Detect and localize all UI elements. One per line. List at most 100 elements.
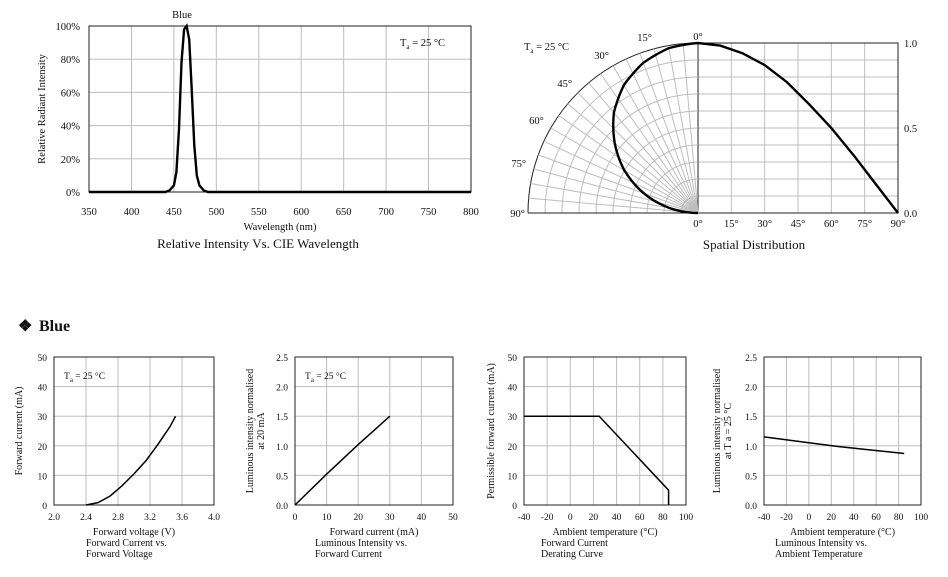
x-tick-label: 400: [124, 207, 140, 218]
chart-caption: Derating Curve: [541, 549, 603, 560]
y-axis-label: Permissible forward current (mA): [486, 363, 497, 499]
temperature-annotation: Ta = 25 °C: [400, 38, 445, 51]
x-tick-label: 0: [293, 513, 298, 523]
temperature-annotation: Ta = 25 °C: [305, 371, 346, 384]
cartesian-series-line: [697, 41, 899, 214]
x-axis-label: Ambient temperature (°C): [790, 527, 895, 538]
x-tick-label: 450: [166, 207, 182, 218]
x-tick-label: 0: [568, 513, 573, 523]
y-tick-label: 30: [508, 413, 518, 423]
polar-spoke: [588, 82, 699, 214]
x-tick-label: 75°: [857, 219, 872, 230]
y-tick-label: 20: [38, 443, 48, 453]
y-tick-label: 1.5: [276, 413, 288, 423]
y-tick-label: 2.0: [276, 384, 288, 394]
polar-spoke: [538, 154, 699, 214]
y-tick-label: 2.5: [745, 354, 757, 364]
y-tick-label: 1.0: [745, 443, 757, 453]
y-tick-label: 0.5: [904, 124, 917, 135]
x-tick-label: 2.4: [80, 513, 92, 523]
polar-spoke: [558, 115, 699, 214]
chart-caption: Forward Current vs.: [86, 538, 167, 549]
x-tick-label: -20: [541, 513, 554, 523]
x-tick-label: 45°: [791, 219, 806, 230]
x-tick-label: 50: [448, 513, 458, 523]
x-tick-label: 20: [353, 513, 363, 523]
y-tick-label: 50: [38, 354, 48, 364]
x-tick-label: 2.0: [48, 513, 60, 523]
x-tick-label: 500: [208, 207, 224, 218]
plot-frame: [763, 356, 922, 506]
x-tick-label: 60: [635, 513, 645, 523]
y-tick-label: 0: [42, 502, 47, 512]
x-tick-label: 650: [336, 207, 352, 218]
x-tick-label: 600: [293, 207, 309, 218]
polar-spoke: [653, 48, 699, 214]
polar-spoke: [567, 103, 699, 214]
x-axis-label: Ambient temperature (°C): [552, 527, 657, 538]
polar-spoke: [625, 58, 699, 214]
x-tick-label: 3.6: [176, 513, 188, 523]
y-axis-label: Luminous intensity normalised: [712, 369, 723, 493]
y-tick-label: 40: [508, 384, 518, 394]
plot-frame: [294, 356, 454, 506]
x-tick-label: 750: [421, 207, 437, 218]
x-tick-label: 350: [81, 207, 97, 218]
y-tick-label: 2.0: [745, 384, 757, 394]
spatial-distribution-chart: 0° 15° 30° 45° 60° 75° 90°0.00.51.00°15°30°45°…: [510, 32, 917, 252]
series-line: [524, 415, 670, 505]
angle-label: 90°: [510, 209, 525, 220]
series-line: [294, 415, 391, 506]
angle-label: 75°: [511, 159, 526, 170]
y-tick-label: 40: [38, 384, 48, 394]
chart-caption: Forward Current: [315, 549, 382, 560]
x-tick-label: 10: [322, 513, 332, 523]
series-label: Blue: [172, 10, 192, 21]
angle-label: 60°: [529, 116, 544, 127]
angle-label: 30°: [594, 51, 609, 62]
y-tick-label: 0.0: [276, 502, 288, 512]
derating-curve-chart: -40 -20 0 20 40 60 80 100 0 10 20 30 40 50 Ambient tem…: [486, 354, 693, 560]
luminous-vs-current-chart: 0 10 20 30 40 50 0.0 0.5 1.0 1.5 2.0 2.5 Ta = 25 °C F…: [245, 354, 458, 560]
x-tick-label: -40: [518, 513, 531, 523]
y-tick-label: 50: [508, 354, 518, 364]
luminous-vs-temperature-chart: -40 -20 0 20 40 60 80 100 0.0 0.5 1.0 1.5 2.0 2.5 Ambi…: [712, 354, 928, 560]
series-line: [89, 23, 471, 194]
x-tick-label: 40: [849, 513, 859, 523]
polar-spoke: [667, 45, 699, 214]
x-axis-label: Wavelength (nm): [244, 222, 317, 233]
chart-caption: Forward Voltage: [86, 549, 153, 560]
x-tick-label: 40: [612, 513, 622, 523]
x-tick-label: 100: [914, 513, 929, 523]
y-tick-label: 60%: [61, 88, 81, 99]
y-tick-label: 30: [38, 413, 48, 423]
section-title: Blue: [39, 318, 70, 335]
temperature-annotation: Ta = 25 °C: [64, 371, 105, 384]
y-axis-label: Relative Radiant Intensity: [37, 53, 48, 163]
chart-caption: Forward Current: [541, 538, 608, 549]
chart-title: Relative Intensity Vs. CIE Wavelength: [157, 236, 359, 251]
polar-spoke: [600, 73, 699, 214]
x-tick-label: 700: [378, 207, 394, 218]
polar-spoke: [533, 168, 699, 214]
plot-frame: [88, 25, 472, 193]
polar-spoke: [639, 53, 699, 214]
y-tick-label: 10: [38, 472, 48, 482]
x-tick-label: 4.0: [208, 513, 220, 523]
forward-current-vs-voltage-chart: 2.0 2.4 2.8 3.2 3.6 4.0 0 10 20 30 40 50 Ta = 25 °C F…: [14, 354, 220, 560]
y-tick-label: 1.0: [904, 39, 917, 50]
x-tick-label: -20: [780, 513, 793, 523]
polar-spoke: [528, 197, 699, 214]
y-tick-label: 20%: [61, 155, 81, 166]
y-tick-label: 0.5: [745, 472, 757, 482]
x-tick-label: -40: [758, 513, 771, 523]
x-tick-label: 0°: [693, 219, 702, 230]
chart-caption: Ambient Temperature: [775, 549, 863, 560]
angle-label: 15°: [637, 33, 652, 44]
y-tick-label: 10: [508, 472, 518, 482]
x-tick-label: 80: [658, 513, 668, 523]
x-axis-label: Forward voltage (V): [93, 527, 175, 538]
chart-caption: Luminous Intensity vs.: [315, 538, 407, 549]
x-tick-label: 20: [589, 513, 599, 523]
